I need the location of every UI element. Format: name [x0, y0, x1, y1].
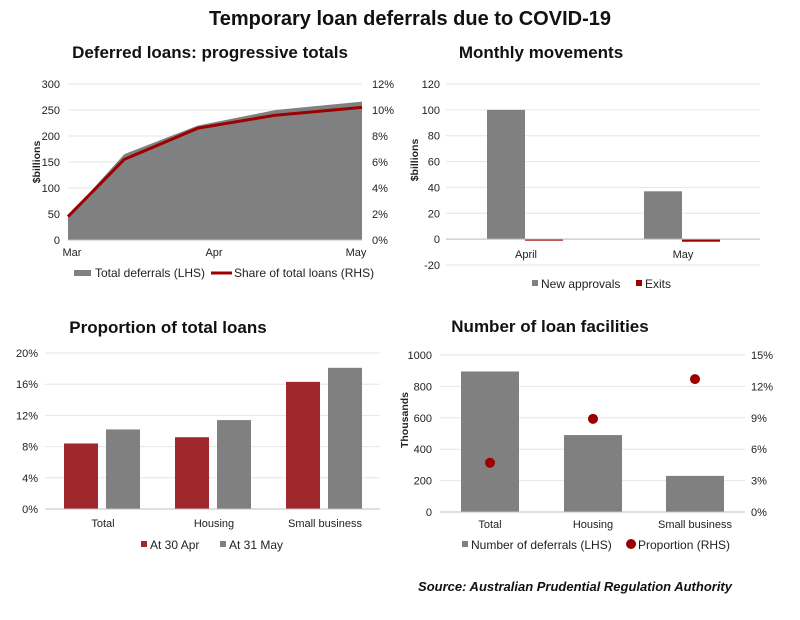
proportion-x-tick: Total	[91, 518, 114, 530]
legend-proportion: Proportion (RHS)	[638, 538, 730, 552]
legend-swatch-30-apr	[141, 541, 147, 547]
may-bar-total	[106, 429, 140, 509]
facilities-y-tick: 1000	[408, 350, 432, 362]
progressive-y-tick: 200	[42, 131, 60, 143]
progressive-y2-tick: 8%	[372, 131, 388, 143]
facilities-y2-tick: 12%	[751, 381, 773, 393]
facilities-y-tick: 800	[414, 381, 432, 393]
legend-30-apr: At 30 Apr	[150, 538, 199, 552]
progressive-x-tick: May	[346, 247, 367, 259]
progressive-x-tick: Apr	[205, 247, 222, 259]
facilities-y2-tick: 15%	[751, 350, 773, 362]
facilities-y2-tick: 3%	[751, 476, 767, 488]
exits-bar-may	[682, 239, 720, 242]
new-approvals-bar-may	[644, 191, 682, 240]
source-note: Source: Australian Prudential Regulation…	[418, 579, 733, 594]
legend-number-of-deferrals: Number of deferrals (LHS)	[471, 538, 612, 552]
proportion-point-small-business	[690, 374, 700, 385]
proportion-y-tick: 16%	[16, 379, 38, 391]
progressive-y2-tick: 2%	[372, 209, 388, 221]
new-approvals-bar-april	[487, 109, 525, 240]
progressive-y-tick: 0	[54, 235, 60, 247]
proportion-point-housing	[588, 413, 598, 424]
deferrals-bar-total	[461, 371, 519, 512]
proportion-point-total	[485, 457, 495, 468]
monthly-y-tick: 60	[428, 157, 440, 169]
progressive-y2-tick: 0%	[372, 235, 388, 247]
may-bar-small-business	[328, 367, 362, 509]
main-title: Temporary loan deferrals due to COVID-19	[209, 8, 611, 30]
progressive-y-tick: 300	[42, 79, 60, 91]
deferrals-bar-housing	[564, 435, 622, 512]
apr-bar-total	[64, 443, 98, 509]
total-deferrals-area	[68, 101, 362, 241]
monthly-x-tick: May	[673, 249, 694, 261]
facilities-y-tick: 400	[414, 444, 432, 456]
apr-bar-housing	[175, 437, 209, 509]
legend-new-approvals: New approvals	[541, 277, 620, 291]
legend-share-of-loans: Share of total loans (RHS)	[234, 266, 374, 280]
proportion-x-tick: Small business	[288, 518, 362, 530]
progressive-y-label: $billions	[31, 141, 43, 184]
progressive-y2-tick: 4%	[372, 183, 388, 195]
progressive-y-tick: 100	[42, 183, 60, 195]
facilities-y2-tick: 0%	[751, 507, 767, 519]
apr-bar-small-business	[286, 381, 320, 509]
progressive-y-tick: 50	[48, 209, 60, 221]
progressive-y-tick: 150	[42, 157, 60, 169]
proportion-y-tick: 12%	[16, 410, 38, 422]
monthly-y-tick: -20	[424, 260, 440, 272]
facilities-y-tick: 600	[414, 413, 432, 425]
proportion-x-tick: Housing	[194, 518, 234, 530]
monthly-y-tick: 120	[422, 79, 440, 91]
proportion-title: Proportion of total loans	[69, 318, 266, 337]
facilities-y-tick: 200	[414, 476, 432, 488]
legend-swatch-31-may	[220, 541, 226, 547]
facilities-y-label: Thousands	[399, 392, 411, 448]
facilities-y2-tick: 9%	[751, 413, 767, 425]
monthly-y-tick: 0	[434, 234, 440, 246]
monthly-y-tick: 80	[428, 131, 440, 143]
progressive-y2-tick: 6%	[372, 157, 388, 169]
share-of-loans-line	[66, 105, 363, 218]
facilities-x-tick: Housing	[573, 519, 613, 531]
may-bar-housing	[217, 420, 251, 509]
legend-swatch-number-of-deferrals	[462, 541, 468, 547]
monthly-y-tick: 40	[428, 182, 440, 194]
legend-swatch-proportion	[626, 539, 636, 549]
monthly-x-tick: April	[515, 249, 537, 261]
monthly-y-tick: 100	[422, 105, 440, 117]
monthly-title: Monthly movements	[459, 43, 623, 62]
facilities-y2-tick: 6%	[751, 444, 767, 456]
facilities-x-tick: Total	[478, 519, 501, 531]
legend-swatch-total-deferrals	[74, 270, 91, 276]
proportion-y-tick: 4%	[22, 473, 38, 485]
progressive-x-tick: Mar	[63, 247, 82, 259]
progressive-y-tick: 250	[42, 105, 60, 117]
legend-exits: Exits	[645, 277, 671, 291]
legend-31-may: At 31 May	[229, 538, 283, 552]
proportion-y-tick: 8%	[22, 442, 38, 454]
legend-swatch-new-approvals	[532, 280, 538, 286]
legend-total-deferrals: Total deferrals (LHS)	[95, 266, 205, 280]
monthly-y-tick: 20	[428, 208, 440, 220]
progressive-title: Deferred loans: progressive totals	[72, 43, 348, 62]
legend-swatch-exits	[636, 280, 642, 286]
deferrals-bar-small-business	[666, 475, 724, 512]
exits-bar-april	[525, 239, 563, 241]
progressive-y2-tick: 10%	[372, 105, 394, 117]
facilities-y-tick: 0	[426, 507, 432, 519]
facilities-x-tick: Small business	[658, 519, 732, 531]
facilities-title: Number of loan facilities	[451, 317, 648, 336]
monthly-y-label: $billions	[409, 139, 421, 182]
proportion-y-tick: 20%	[16, 348, 38, 360]
proportion-y-tick: 0%	[22, 504, 38, 516]
progressive-y2-tick: 12%	[372, 79, 394, 91]
